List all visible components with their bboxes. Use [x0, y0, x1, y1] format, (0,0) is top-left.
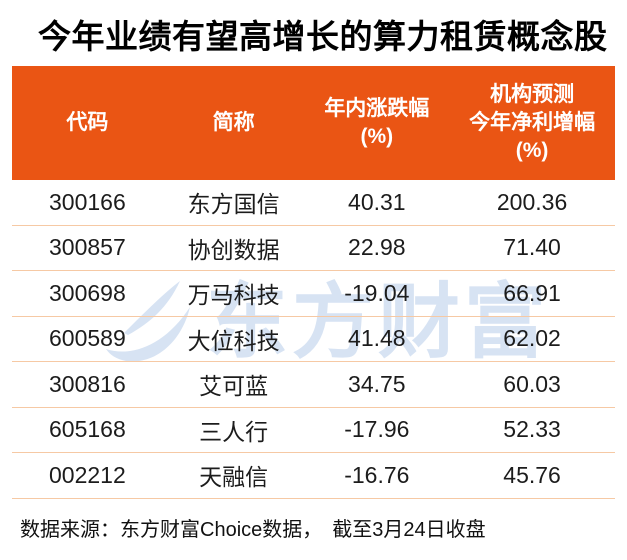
cell-profit-forecast: 66.91 — [503, 279, 561, 306]
table-row: 300698 万马科技 -19.04 66.91 — [12, 271, 615, 317]
cell-ytd-change: 34.75 — [348, 370, 406, 397]
table-row: 300166 东方国信 40.31 200.36 — [12, 180, 615, 226]
cell-name: 协创数据 — [187, 236, 280, 263]
cell-code: 300166 — [49, 188, 126, 215]
cell-name: 艾可蓝 — [199, 373, 269, 400]
cell-code: 600589 — [49, 325, 126, 352]
cell-name: 三人行 — [199, 418, 269, 445]
column-header-profit-forecast: 机构预测 今年净利增幅 (%) — [469, 83, 596, 162]
table-row: 300857 协创数据 22.98 71.40 — [12, 226, 615, 271]
table-row: 600589 大位科技 41.48 62.02 — [12, 317, 615, 362]
cell-name: 大位科技 — [187, 327, 280, 354]
cell-ytd-change: 40.31 — [348, 188, 406, 215]
cell-profit-forecast: 60.03 — [503, 370, 561, 397]
cell-ytd-change: 22.98 — [348, 234, 406, 261]
cell-code: 300816 — [49, 370, 126, 397]
cell-profit-forecast: 62.02 — [503, 325, 561, 352]
column-header-name: 简称 — [212, 111, 255, 135]
column-header-code: 代码 — [66, 111, 109, 135]
cell-profit-forecast: 71.40 — [503, 234, 561, 261]
page-title: 今年业绩有望高增长的算力租赁概念股 — [38, 18, 608, 55]
cell-ytd-change: -16.76 — [344, 461, 410, 488]
table-row: 300816 艾可蓝 34.75 60.03 — [12, 362, 615, 408]
stock-table: 代码 简称 年内涨跌幅 (%) 机构预测 今年净利增幅 (%) 300166 东… — [12, 66, 615, 499]
cell-name: 东方国信 — [187, 191, 280, 218]
table-row: 605168 三人行 -17.96 52.33 — [12, 408, 615, 453]
table-header-row: 代码 简称 年内涨跌幅 (%) 机构预测 今年净利增幅 (%) — [12, 66, 615, 180]
cell-ytd-change: 41.48 — [348, 325, 406, 352]
cell-profit-forecast: 52.33 — [503, 416, 561, 443]
cell-ytd-change: -19.04 — [344, 279, 410, 306]
data-source-note: 数据来源：东方财富Choice数据， 截至3月24日收盘 — [20, 519, 486, 541]
cell-ytd-change: -17.96 — [344, 416, 410, 443]
table-row: 002212 天融信 -16.76 45.76 — [12, 453, 615, 499]
column-header-ytd-change: 年内涨跌幅 (%) — [324, 97, 430, 148]
cell-code: 002212 — [49, 461, 126, 488]
cell-code: 605168 — [49, 416, 126, 443]
cell-code: 300857 — [49, 234, 126, 261]
cell-name: 万马科技 — [187, 282, 280, 309]
cell-profit-forecast: 200.36 — [496, 188, 568, 215]
cell-code: 300698 — [49, 279, 126, 306]
cell-name: 天融信 — [199, 464, 269, 491]
cell-profit-forecast: 45.76 — [503, 461, 561, 488]
